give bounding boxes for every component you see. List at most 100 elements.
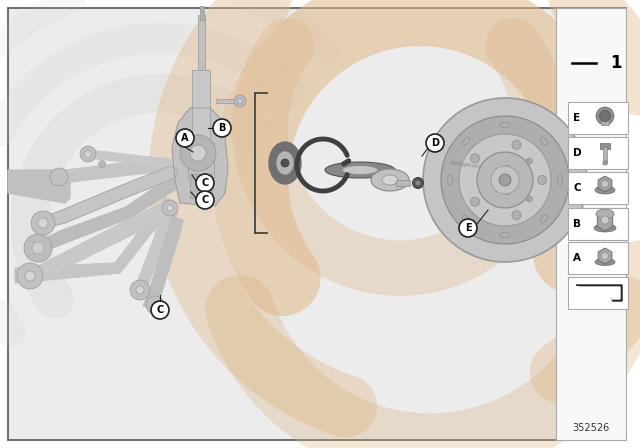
Ellipse shape	[506, 166, 541, 194]
Text: E: E	[465, 223, 471, 233]
Circle shape	[470, 197, 479, 206]
Circle shape	[601, 216, 609, 224]
Circle shape	[24, 234, 52, 262]
Bar	[568, 102, 628, 134]
Ellipse shape	[540, 137, 548, 145]
Circle shape	[459, 134, 551, 226]
Circle shape	[600, 111, 611, 121]
Bar	[192, 70, 210, 148]
Polygon shape	[8, 170, 70, 203]
Ellipse shape	[595, 186, 615, 194]
Circle shape	[470, 154, 479, 163]
Circle shape	[38, 218, 48, 228]
Text: C: C	[156, 305, 164, 315]
Circle shape	[526, 196, 532, 202]
Ellipse shape	[325, 162, 395, 178]
Bar	[603, 147, 607, 163]
Bar	[601, 119, 609, 125]
Text: C: C	[202, 195, 209, 205]
Polygon shape	[576, 285, 622, 301]
Ellipse shape	[462, 137, 470, 145]
Ellipse shape	[447, 175, 452, 185]
Circle shape	[151, 301, 169, 319]
Circle shape	[413, 177, 424, 189]
Circle shape	[415, 181, 420, 185]
Bar	[568, 172, 628, 204]
Bar	[568, 137, 628, 169]
Polygon shape	[172, 108, 228, 206]
Bar	[568, 277, 628, 309]
Circle shape	[196, 174, 214, 192]
Circle shape	[80, 146, 96, 162]
Text: C: C	[573, 183, 581, 193]
Text: 352526: 352526	[572, 423, 610, 433]
Ellipse shape	[277, 152, 293, 174]
Text: C: C	[202, 178, 209, 188]
Polygon shape	[88, 150, 175, 168]
Polygon shape	[15, 198, 175, 283]
Circle shape	[167, 205, 173, 211]
Bar	[216, 99, 238, 103]
Polygon shape	[597, 213, 612, 231]
Polygon shape	[143, 216, 183, 308]
Bar	[188, 143, 214, 178]
Circle shape	[146, 296, 164, 314]
Text: B: B	[573, 219, 581, 229]
Ellipse shape	[594, 224, 616, 232]
Polygon shape	[133, 210, 178, 293]
Text: D: D	[573, 148, 581, 158]
Ellipse shape	[540, 215, 548, 223]
Text: B: B	[218, 123, 226, 133]
Circle shape	[130, 280, 150, 300]
Polygon shape	[598, 248, 612, 264]
Circle shape	[180, 135, 216, 171]
Ellipse shape	[517, 174, 533, 186]
Bar	[556, 8, 626, 440]
Circle shape	[540, 177, 546, 183]
Bar	[568, 242, 628, 274]
Circle shape	[237, 99, 243, 103]
Bar	[190, 174, 212, 198]
Circle shape	[504, 189, 510, 195]
Circle shape	[281, 159, 289, 167]
Circle shape	[426, 134, 444, 152]
Ellipse shape	[269, 142, 301, 184]
Polygon shape	[55, 158, 175, 183]
Polygon shape	[578, 287, 620, 299]
Circle shape	[99, 160, 106, 168]
Circle shape	[213, 119, 231, 137]
Circle shape	[17, 263, 43, 289]
Circle shape	[526, 158, 532, 164]
Circle shape	[136, 286, 144, 294]
Bar	[603, 161, 607, 165]
Bar	[200, 6, 204, 20]
Text: 1: 1	[610, 54, 621, 72]
Polygon shape	[25, 201, 175, 283]
Circle shape	[423, 98, 587, 262]
Circle shape	[441, 116, 569, 244]
Circle shape	[162, 200, 178, 216]
Circle shape	[512, 140, 521, 149]
Circle shape	[596, 107, 614, 125]
Bar	[198, 15, 205, 73]
Text: E: E	[573, 113, 580, 123]
Ellipse shape	[382, 175, 398, 185]
Bar	[396, 180, 410, 186]
Circle shape	[31, 211, 55, 235]
Circle shape	[499, 174, 511, 186]
Circle shape	[538, 176, 547, 185]
Text: A: A	[573, 253, 581, 263]
Polygon shape	[40, 166, 178, 228]
Circle shape	[176, 129, 194, 147]
Circle shape	[84, 151, 92, 158]
Circle shape	[491, 166, 519, 194]
Circle shape	[25, 271, 35, 281]
Circle shape	[477, 152, 533, 208]
Text: Radlagersatz: Radlagersatz	[450, 159, 483, 169]
Text: D: D	[431, 138, 439, 148]
Ellipse shape	[557, 175, 563, 185]
Ellipse shape	[342, 165, 378, 175]
Polygon shape	[598, 176, 612, 192]
Bar	[568, 208, 628, 240]
Ellipse shape	[500, 122, 510, 128]
